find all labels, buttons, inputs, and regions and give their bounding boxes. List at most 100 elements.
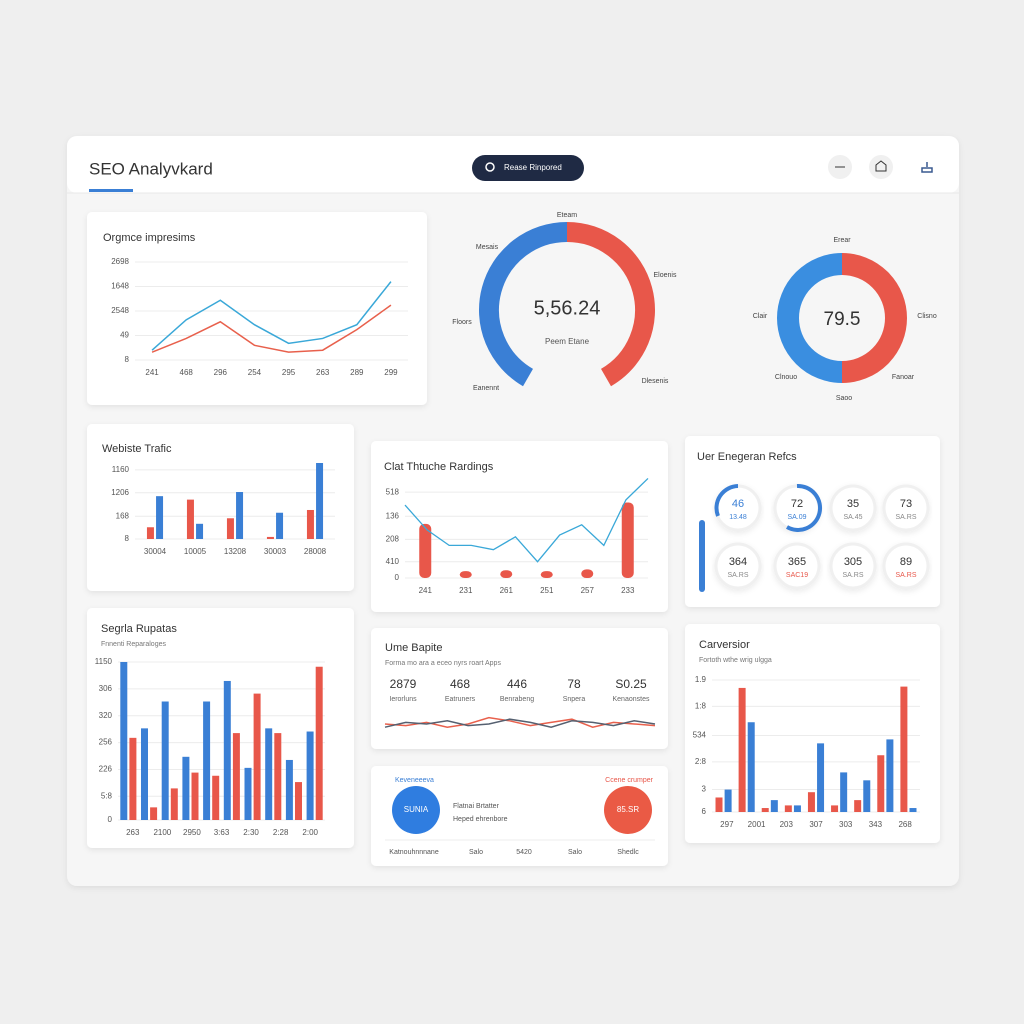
bar <box>244 767 252 820</box>
metric-ring <box>773 542 821 590</box>
compare-label: Ccene crumper <box>605 777 654 784</box>
arc-segment <box>777 253 843 383</box>
ring-label: Erear <box>833 237 851 244</box>
bar <box>900 686 908 812</box>
bar <box>886 739 894 812</box>
bar <box>203 701 211 820</box>
card-title: Webiste Trafic <box>102 443 172 455</box>
bar <box>784 805 792 812</box>
x-tick-label: 268 <box>898 820 912 829</box>
x-tick-label: 307 <box>809 820 823 829</box>
metric-label: SA.RS <box>895 514 916 521</box>
metric-value: 73 <box>900 498 912 510</box>
x-tick-label: 2:00 <box>302 828 318 837</box>
x-tick-label: 254 <box>248 368 262 377</box>
y-tick-label: 8 <box>125 534 130 543</box>
x-tick-label: 30003 <box>264 547 287 556</box>
title-underline <box>89 189 133 192</box>
y-tick-label: 2548 <box>111 306 129 315</box>
metric-label: SA.RS <box>842 572 863 579</box>
search-box[interactable] <box>472 155 584 181</box>
y-tick-label: 5:8 <box>101 791 113 800</box>
bar <box>540 571 553 578</box>
x-tick-label: 251 <box>540 586 554 595</box>
bar <box>770 800 778 812</box>
bar <box>236 492 244 539</box>
card-title: Carversior <box>699 639 750 651</box>
compare-circle <box>604 786 652 834</box>
y-tick-label: 49 <box>120 331 129 340</box>
gauge-value: 5,56.24 <box>534 297 601 319</box>
metric-value: 305 <box>844 556 862 568</box>
bar <box>315 666 323 820</box>
line-series <box>384 718 656 728</box>
ring-label: Eteam <box>557 212 577 219</box>
footer-text: Salo <box>568 849 582 856</box>
card <box>87 212 427 405</box>
metric-ring <box>882 542 930 590</box>
bar <box>266 536 274 539</box>
bar <box>226 518 234 539</box>
bar <box>807 792 815 812</box>
bar <box>306 731 314 820</box>
indicator-bar <box>699 520 705 592</box>
ring-label: Saoo <box>836 395 852 402</box>
x-tick-label: 257 <box>581 586 595 595</box>
card <box>87 424 354 591</box>
x-tick-label: 10005 <box>184 547 207 556</box>
x-tick-label: 297 <box>720 820 734 829</box>
home-button[interactable] <box>869 155 893 179</box>
x-tick-label: 2:30 <box>243 828 259 837</box>
bar <box>120 662 128 820</box>
card-title: Orgmce impresims <box>103 232 196 244</box>
bar <box>909 808 917 812</box>
x-tick-label: 203 <box>780 820 794 829</box>
stat-value: 78 <box>567 677 581 691</box>
line-series <box>151 304 392 353</box>
bar <box>877 755 885 812</box>
line-series <box>404 477 649 563</box>
gauge-caption: Peem Etane <box>545 337 590 346</box>
x-tick-label: 3:63 <box>214 828 230 837</box>
bar <box>212 775 220 820</box>
x-tick-label: 468 <box>180 368 194 377</box>
y-tick-label: 8 <box>125 355 130 364</box>
compare-value: SUNIA <box>404 805 429 814</box>
x-tick-label: 296 <box>214 368 228 377</box>
bar <box>146 527 154 539</box>
x-tick-label: 263 <box>316 368 330 377</box>
metric-arc <box>785 483 823 532</box>
ring-label: Clair <box>753 313 768 320</box>
y-tick-label: 2:8 <box>695 757 707 766</box>
bar <box>863 780 871 812</box>
metric-label: SA.RS <box>895 572 916 579</box>
user-button[interactable] <box>921 162 933 173</box>
metric-value: 35 <box>847 498 859 510</box>
y-tick-label: 306 <box>99 684 113 693</box>
metric-label: SAC19 <box>786 572 808 579</box>
card-subtitle: Forma mo ara a eceo nyrs roart Apps <box>385 660 501 667</box>
y-tick-label: 3 <box>702 785 707 794</box>
metric-value: 46 <box>732 498 744 510</box>
bar <box>196 523 204 539</box>
bar <box>724 789 732 812</box>
y-tick-label: 320 <box>99 711 113 720</box>
card <box>371 766 668 866</box>
bar <box>156 496 164 539</box>
bar <box>265 728 273 820</box>
ring-label: Mesais <box>476 244 499 251</box>
x-tick-label: 13208 <box>224 547 247 556</box>
metric-ring <box>829 484 877 532</box>
x-tick-label: 261 <box>500 586 514 595</box>
metric-label: SA.RS <box>727 572 748 579</box>
y-tick-label: 0 <box>108 815 113 824</box>
card-subtitle: Fnnenti Reparaloges <box>101 641 166 648</box>
search-icon <box>485 162 495 172</box>
y-tick-label: 256 <box>99 738 113 747</box>
bar <box>581 569 594 578</box>
card <box>371 628 668 749</box>
bar <box>621 502 634 578</box>
footer-text: 5420 <box>516 849 532 856</box>
stat-value: 468 <box>450 677 470 691</box>
